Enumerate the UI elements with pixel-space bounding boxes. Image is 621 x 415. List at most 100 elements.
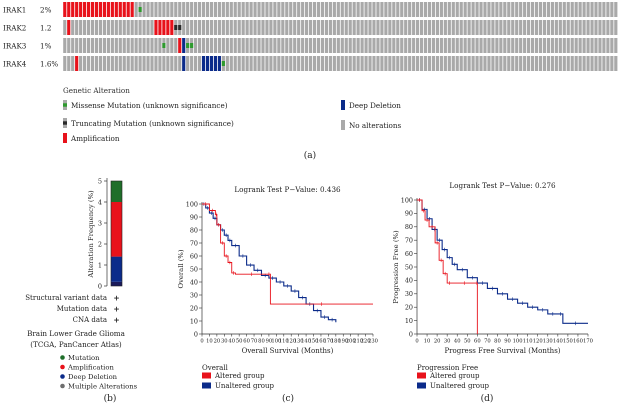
oncoprint-cell: [261, 2, 265, 17]
oncoprint-cell: [356, 20, 360, 35]
oncoprint-cell: [372, 38, 376, 53]
oncoprint-cell: [487, 56, 491, 71]
oncoprint-cell: [178, 56, 182, 71]
oncoprint-cell: [356, 38, 360, 53]
oncoprint-cell: [225, 2, 229, 17]
oncoprint-cell: [328, 38, 332, 53]
oncoprint-cell: [225, 38, 229, 53]
oncoprint-cell: [209, 2, 214, 17]
oncoprint-cell: [515, 2, 519, 17]
bar-outline: [110, 180, 123, 287]
km-x-tick-label: 0: [200, 339, 203, 345]
km-y-tick-label: 80: [405, 223, 413, 231]
oncoprint-cell: [142, 56, 146, 71]
oncoprint-cell: [467, 20, 471, 35]
oncoprint-cell: [534, 20, 539, 35]
oncoprint-cell: [384, 56, 388, 71]
oncoprint-cell: [471, 2, 475, 17]
oncoprint-cell: [348, 38, 352, 53]
oncoprint-cell: [237, 38, 241, 53]
panel-label-b: (b): [104, 393, 117, 404]
oncoprint-cell: [71, 56, 75, 71]
oncoprint-cell: [435, 56, 440, 71]
oncoprint-cell: [308, 38, 313, 53]
progression-free-panel: Logrank Test P−Value: 0.2760102030405060…: [392, 181, 593, 404]
oncoprint-cell: [427, 56, 432, 71]
oncoprint-cell: [253, 2, 257, 17]
oncoprint-cell: [194, 56, 198, 71]
oncoprint-cell: [134, 56, 138, 71]
km-y-tick-label: 50: [190, 265, 198, 273]
km-y-tick-label: 50: [405, 263, 413, 271]
oncoprint-cell: [598, 38, 602, 53]
y-tick-label: 0: [98, 283, 102, 291]
oncoprint-cell: [610, 56, 614, 71]
study-name: Brain Lower Grade Glioma: [27, 329, 126, 338]
oncoprint-cell: [229, 20, 233, 35]
oncoprint-cell: [118, 56, 122, 71]
oncoprint-cell: [511, 56, 515, 71]
oncoprint-cell: [384, 20, 388, 35]
oncoprint-cell: [257, 38, 261, 53]
oncoprint-cell: [360, 38, 364, 53]
oncoprint-cell: [380, 38, 384, 53]
oncoprint-cell: [574, 2, 578, 17]
oncoprint-cell: [455, 20, 459, 35]
oncoprint-cell: [423, 2, 428, 17]
annotation-mark: +: [113, 316, 119, 325]
oncoprint-cell: [83, 38, 87, 53]
oncoprint-cell: [400, 56, 404, 71]
oncoprint-cell: [562, 20, 566, 35]
km-x-tick-label: 230: [368, 339, 378, 345]
oncoprint-cell: [146, 20, 150, 35]
gene-percent: 2%: [40, 6, 52, 15]
oncoprint-cell-amp: [106, 2, 110, 17]
oncoprint-cell: [412, 38, 416, 53]
oncoprint-cell-deep: [205, 56, 210, 71]
oncoprint-cell: [408, 2, 412, 17]
oncoprint-cell: [79, 56, 83, 71]
oncoprint-cell: [614, 20, 618, 35]
oncoprint-cell: [340, 38, 344, 53]
legend-label-truncating: Truncating Mutation (unknown significanc…: [71, 119, 234, 128]
km-x-tick-label: 40: [454, 339, 461, 345]
oncoprint-cell: [538, 2, 543, 17]
km-x-tick-label: 60: [243, 339, 250, 345]
km-x-tick-label: 30: [221, 339, 228, 345]
oncoprint-cell: [110, 20, 114, 35]
oncoprint-cell: [63, 56, 67, 71]
oncoprint-cell: [340, 2, 344, 17]
oncoprint-cell: [475, 20, 479, 35]
oncoprint-cell: [570, 56, 574, 71]
oncoprint-cell: [574, 20, 578, 35]
oncoprint-cell: [372, 56, 376, 71]
oncoprint-cell: [289, 20, 293, 35]
oncoprint-cell: [344, 38, 348, 53]
km-x-tick-label: 180: [331, 339, 341, 345]
oncoprint-cell: [534, 56, 539, 71]
legend-label-none: No alterations: [349, 121, 401, 130]
oncoprint-cell: [527, 56, 531, 71]
oncoprint-cell: [281, 2, 285, 17]
km-x-tick-label: 30: [444, 339, 451, 345]
km-y-label: Progression Free (%): [392, 230, 400, 304]
oncoprint-cell: [281, 38, 285, 53]
oncoprint-cell: [360, 2, 364, 17]
legend-label-amp: Amplification: [70, 134, 120, 143]
annotation-row-label: Mutation data: [57, 305, 107, 313]
oncoprint-cell: [221, 38, 225, 53]
km-x-tick-label: 160: [316, 339, 326, 345]
oncoprint-cell: [443, 56, 447, 71]
oncoprint-cell-amp: [86, 2, 91, 17]
oncoprint-cell: [451, 20, 455, 35]
oncoprint-cell: [530, 2, 535, 17]
oncoprint-cell: [416, 56, 420, 71]
oncoprint-cell: [511, 38, 515, 53]
annotation-mark: +: [113, 294, 119, 303]
oncoprint-cell: [396, 20, 400, 35]
oncoprint-cell: [419, 2, 424, 17]
oncoprint-cell: [487, 20, 491, 35]
oncoprint-cell: [392, 38, 396, 53]
